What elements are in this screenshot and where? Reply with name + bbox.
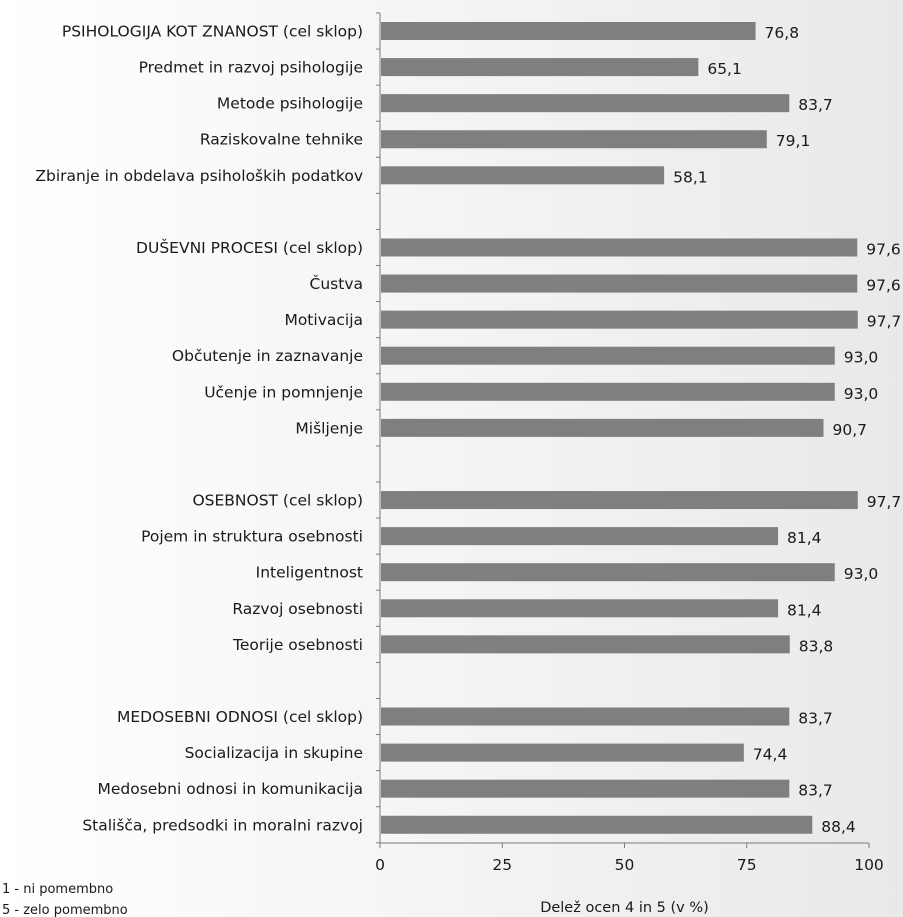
category-label: MEDOSEBNI ODNOSI (cel sklop): [117, 708, 363, 726]
x-tick-label: 50: [615, 856, 635, 874]
value-label: 58,1: [673, 168, 708, 186]
x-tick-label: 0: [375, 856, 385, 874]
category-label: Mišljenje: [295, 419, 363, 437]
bar: [381, 346, 835, 365]
bar: [381, 166, 665, 185]
bar: [381, 599, 779, 618]
category-label: Občutenje in zaznavanje: [172, 347, 363, 365]
category-label: Inteligentnost: [256, 564, 363, 582]
value-label: 88,4: [821, 818, 856, 836]
value-label: 83,7: [798, 96, 833, 114]
category-label: Pojem in struktura osebnosti: [141, 528, 363, 546]
value-label: 83,7: [798, 710, 833, 728]
bar: [381, 743, 744, 762]
category-label: Čustva: [310, 274, 363, 293]
value-label: 97,7: [867, 313, 902, 331]
category-label: Zbiranje in obdelava psiholoških podatko…: [35, 167, 363, 185]
category-label: OSEBNOST (cel sklop): [192, 492, 363, 510]
value-label: 81,4: [787, 529, 822, 547]
bar: [381, 779, 790, 798]
category-label: DUŠEVNI PROCESI (cel sklop): [136, 238, 363, 257]
bar: [381, 382, 835, 401]
bar: [381, 707, 790, 726]
value-label: 65,1: [707, 60, 742, 78]
value-label: 93,0: [844, 349, 879, 367]
category-label: Socializacija in skupine: [185, 744, 363, 762]
x-tick-label: 100: [854, 856, 884, 874]
x-axis-title: Delež ocen 4 in 5 (v %): [540, 900, 709, 916]
bar: [381, 418, 824, 437]
x-tick-label: 25: [492, 856, 512, 874]
bar: [381, 527, 779, 546]
footnote: 1 - ni pomembno: [2, 882, 113, 897]
value-label: 76,8: [765, 24, 800, 42]
category-label: Medosebni odnosi in komunikacija: [97, 780, 363, 798]
value-label: 81,4: [787, 601, 822, 619]
value-label: 97,6: [866, 277, 901, 295]
bar: [381, 635, 790, 654]
category-label: Raziskovalne tehnike: [200, 131, 363, 149]
value-label: 93,0: [844, 565, 879, 583]
bar: [381, 94, 790, 113]
bar: [381, 274, 858, 293]
bar: [381, 238, 858, 257]
footnote: 5 - zelo pomembno: [2, 903, 128, 917]
category-label: Stališča, predsodki in moralni razvoj: [82, 816, 363, 834]
category-label: Teorije osebnosti: [232, 636, 363, 654]
bar: [381, 815, 813, 834]
category-label: Učenje in pomnjenje: [204, 383, 363, 401]
value-label: 93,0: [844, 385, 879, 403]
category-label: Predmet in razvoj psihologije: [139, 59, 363, 77]
value-label: 79,1: [776, 132, 811, 150]
category-label: Razvoj osebnosti: [232, 600, 363, 618]
category-label: Metode psihologije: [217, 95, 363, 113]
value-label: 97,6: [866, 240, 901, 258]
category-label: Motivacija: [284, 311, 363, 329]
bar: [381, 491, 858, 510]
bar: [381, 22, 756, 40]
bar: [381, 130, 767, 149]
bar: [381, 563, 835, 582]
value-label: 90,7: [833, 421, 868, 439]
value-label: 83,8: [799, 637, 834, 655]
category-label: PSIHOLOGIJA KOT ZNANOST (cel sklop): [62, 23, 363, 41]
x-tick-label: 75: [737, 856, 757, 874]
bar: [381, 310, 858, 329]
bar: [381, 58, 699, 77]
value-label: 97,7: [867, 493, 902, 511]
value-label: 74,4: [753, 746, 788, 764]
value-label: 83,7: [798, 782, 833, 800]
